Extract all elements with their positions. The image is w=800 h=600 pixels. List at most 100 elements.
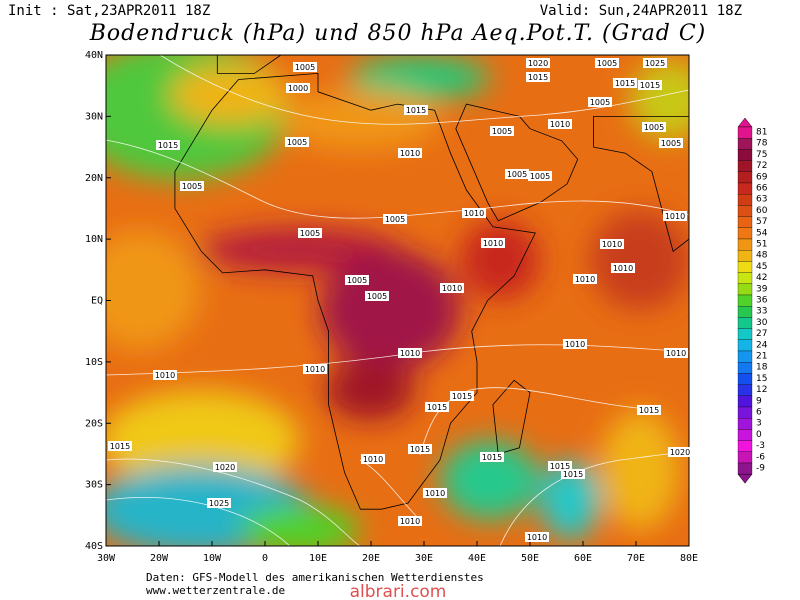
longitude-label: 70E: [627, 553, 645, 564]
isobar-label: 1010: [425, 489, 445, 498]
colorbar-swatch: [737, 138, 753, 150]
longitude-label: 20E: [362, 553, 380, 564]
isobar-label: 1010: [613, 264, 633, 273]
colorbar-swatch: [737, 418, 753, 430]
latitude-label: 20S: [85, 418, 103, 429]
data-source: Daten: GFS-Modell des amerikanischen Wet…: [146, 571, 484, 584]
colorbar-label: 66: [756, 184, 768, 194]
isobar-label: 1010: [464, 209, 484, 218]
colorbar-swatch: [737, 339, 753, 352]
latitude-label: EQ: [91, 296, 103, 307]
colorbar-swatch: [737, 328, 753, 340]
colorbar-label: 21: [756, 352, 767, 362]
isobar-label-bg: [404, 105, 428, 115]
longitude-label: 30W: [97, 553, 116, 564]
isobar-label-bg: [548, 119, 572, 129]
map-field: [106, 55, 689, 546]
colorbar-label: 33: [756, 307, 767, 317]
colorbar-swatch: [737, 216, 753, 228]
coastline: [492, 379, 531, 455]
isobar-label: 1005: [295, 63, 315, 72]
coastline: [216, 55, 282, 74]
colorbar-label: 78: [756, 139, 768, 149]
latitude-label: 10S: [85, 357, 103, 368]
colorbar-label: -6: [756, 452, 765, 462]
isobar-label-bg: [481, 238, 505, 248]
isobar-label: 1015: [563, 470, 583, 479]
isobar-label: 1020: [215, 463, 235, 472]
colorbar-label: 42: [756, 273, 767, 283]
longitude-label: 20W: [150, 553, 169, 564]
isobar-label: 1005: [492, 127, 512, 136]
colorbar-label: 0: [756, 430, 762, 440]
isobar-label-bg: [383, 214, 407, 224]
coastline: [455, 103, 579, 222]
colorbar-label: 6: [756, 408, 762, 418]
coastline: [174, 72, 536, 510]
isobar-label-bg: [207, 498, 231, 508]
colorbar-cap: [737, 117, 753, 128]
colorbar-label: 18: [756, 363, 768, 373]
init-time: Init : Sat,23APR2011 18Z: [8, 3, 210, 19]
colorbar-swatch: [737, 406, 753, 419]
isobar-label: 1010: [400, 517, 420, 526]
longitude-label: 60E: [574, 553, 592, 564]
isobar-label-bg: [398, 516, 422, 526]
colorbar-label: 60: [756, 206, 768, 216]
isobar-label: 1010: [155, 371, 175, 380]
isobar-label: 1010: [305, 365, 325, 374]
colorbar-swatch: [737, 205, 753, 217]
colorbar-label: 24: [756, 340, 768, 350]
isobar-label-bg: [613, 78, 637, 88]
isobar-label-bg: [526, 72, 550, 82]
isobar-label-bg: [462, 208, 486, 218]
colorbar-label: -9: [756, 464, 765, 474]
isobar-label: 1005: [385, 215, 405, 224]
isobar-label: 1015: [640, 81, 660, 90]
latitude-label: 40S: [85, 541, 103, 552]
isobar-label: 1005: [347, 276, 367, 285]
watermark: albrari.com: [350, 582, 447, 600]
isobar-label: 1015: [158, 141, 178, 150]
isobar-label: 1010: [527, 533, 547, 542]
isobar-label-bg: [156, 140, 180, 150]
isobar-label-bg: [408, 444, 432, 454]
isobar-label: 1005: [530, 172, 550, 181]
colorbar-swatch: [737, 194, 753, 206]
colorbar-swatch: [737, 350, 753, 363]
isobar-label: 1010: [550, 120, 570, 129]
isobar-label-bg: [573, 274, 597, 284]
colorbar-label: 3: [756, 419, 762, 429]
isobar-label: 1010: [575, 275, 595, 284]
isobar-label-bg: [643, 58, 667, 68]
colorbar-swatch: [737, 238, 753, 251]
isobar-label-bg: [505, 169, 529, 179]
latitude-label: 30S: [85, 480, 103, 491]
colorbar-swatch: [737, 171, 753, 184]
colorbar-swatch: [737, 451, 753, 464]
isobar-label-bg: [361, 454, 385, 464]
colorbar-label: 81: [756, 128, 767, 138]
isobar-label: 1020: [670, 448, 690, 457]
isobar-label-bg: [595, 58, 619, 68]
colorbar-swatch: [737, 362, 753, 374]
colorbar-swatch: [737, 317, 753, 329]
isobar-label-bg: [213, 462, 237, 472]
colorbar-label: 12: [756, 385, 767, 395]
colorbar-swatch: [737, 294, 753, 307]
colorbar-swatch: [737, 149, 753, 161]
isobar-label: 1015: [110, 442, 130, 451]
isobar-label: 1010: [602, 240, 622, 249]
isobar-label: 1010: [363, 455, 383, 464]
colorbar-label: 27: [756, 329, 767, 339]
isobar-label-bg: [668, 447, 692, 457]
isobar-label-bg: [398, 148, 422, 158]
latitude-label: 40N: [85, 50, 103, 61]
isobar-label-bg: [286, 83, 310, 93]
colorbar-swatch: [737, 306, 753, 318]
longitude-label: 10E: [309, 553, 327, 564]
isobar-label-bg: [637, 405, 661, 415]
isobar-label-bg: [664, 348, 688, 358]
